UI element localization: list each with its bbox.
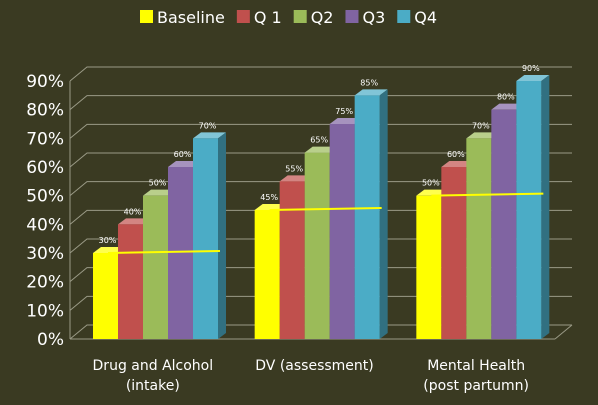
legend-label: Q 1 — [254, 8, 282, 27]
bar-top — [441, 161, 475, 167]
bar-top — [516, 75, 550, 81]
data-label: 70% — [199, 121, 217, 130]
y-tick-label: 80% — [26, 101, 64, 121]
gridline — [69, 238, 572, 254]
data-label: 85% — [360, 78, 378, 87]
chart-bars — [93, 75, 550, 340]
legend-swatch — [397, 10, 411, 23]
data-label: 60% — [447, 150, 465, 159]
bar-top — [304, 146, 338, 153]
data-label: 45% — [260, 193, 278, 202]
gridline — [69, 324, 572, 340]
gridline — [69, 66, 572, 82]
bar-top — [193, 132, 226, 139]
bar-top — [329, 118, 363, 124]
data-label: 50% — [149, 179, 167, 188]
y-tick-label: 40% — [26, 215, 64, 235]
gridline — [69, 123, 572, 139]
bar-top — [254, 204, 288, 210]
gridline — [69, 181, 572, 197]
data-label: 60% — [174, 150, 192, 159]
gridline — [69, 209, 572, 225]
category-label: (post partumn) — [423, 378, 529, 394]
bar — [279, 181, 305, 339]
data-label: 30% — [99, 236, 117, 245]
bar — [466, 138, 492, 339]
gridline — [69, 267, 572, 283]
bar-side — [379, 89, 388, 339]
bar — [354, 95, 380, 339]
bar-top — [143, 189, 176, 196]
bar — [168, 167, 193, 339]
floor-edge — [554, 324, 573, 340]
bar-top — [354, 89, 388, 96]
bar — [93, 253, 118, 339]
y-tick-label: 50% — [26, 187, 64, 207]
legend-swatch — [236, 10, 250, 23]
data-label: 75% — [335, 107, 353, 116]
bar — [441, 167, 467, 339]
bar-side — [541, 75, 550, 339]
legend-swatch — [140, 10, 153, 23]
bar-top — [279, 175, 313, 182]
bar — [143, 195, 168, 339]
y-tick-label: 70% — [26, 129, 64, 149]
y-tick-label: 10% — [26, 301, 64, 321]
bar — [329, 124, 355, 339]
bar-top — [416, 189, 450, 196]
gridline — [69, 95, 572, 111]
y-tick-label: 0% — [37, 330, 64, 350]
y-tick-label: 60% — [26, 158, 64, 178]
legend-label: Q4 — [414, 8, 437, 27]
data-label: 70% — [472, 121, 490, 130]
bar — [304, 152, 330, 339]
baseline-lines — [107, 192, 544, 254]
bar — [118, 224, 143, 339]
data-label: 80% — [497, 93, 515, 102]
bar — [516, 81, 542, 339]
bar — [254, 210, 280, 339]
data-label: 90% — [522, 64, 540, 73]
gridline — [69, 152, 572, 168]
chart-legend: Baseline Q 1 Q2 Q3 Q4 — [140, 8, 437, 27]
category-label: DV (assessment) — [255, 358, 373, 374]
legend-label: Q2 — [311, 8, 334, 27]
y-tick-label: 30% — [26, 244, 64, 264]
baseline-line — [431, 192, 544, 197]
legend-swatch — [293, 10, 307, 23]
data-label: 65% — [310, 136, 328, 145]
y-tick-label: 90% — [26, 72, 64, 92]
legend-label: Q3 — [362, 8, 385, 27]
bar — [491, 109, 517, 340]
x-axis-categories: Drug and Alcohol (intake) DV (assessment) M… — [93, 358, 529, 394]
category-label: Drug and Alcohol — [93, 358, 214, 374]
bar-top — [466, 132, 500, 139]
baseline-line — [107, 250, 221, 254]
bar-side — [218, 132, 226, 339]
y-axis-ticks: 0% 10% 20% 30% 40% 50% 60% 70% 80% 90% — [26, 72, 64, 350]
baseline-line — [269, 207, 382, 211]
bar-top — [93, 247, 126, 253]
gridline — [69, 295, 572, 311]
bar — [193, 138, 218, 339]
data-label: 40% — [124, 207, 142, 216]
bar — [416, 195, 442, 339]
category-label: (intake) — [126, 378, 180, 394]
data-labels: 30% 40% 50% 60% 70% 45% 55% 65% 75% 85% 50% 60% 70% 8… — [99, 64, 541, 245]
y-tick-label: 20% — [26, 273, 64, 293]
legend-label: Baseline — [157, 8, 225, 27]
data-label: 50% — [422, 179, 440, 188]
bar-top — [168, 161, 201, 167]
legend-swatch — [345, 10, 359, 23]
bar-top — [491, 103, 525, 110]
bar-top — [118, 218, 151, 225]
data-label: 55% — [285, 164, 303, 173]
category-label: Mental Health — [427, 358, 525, 374]
